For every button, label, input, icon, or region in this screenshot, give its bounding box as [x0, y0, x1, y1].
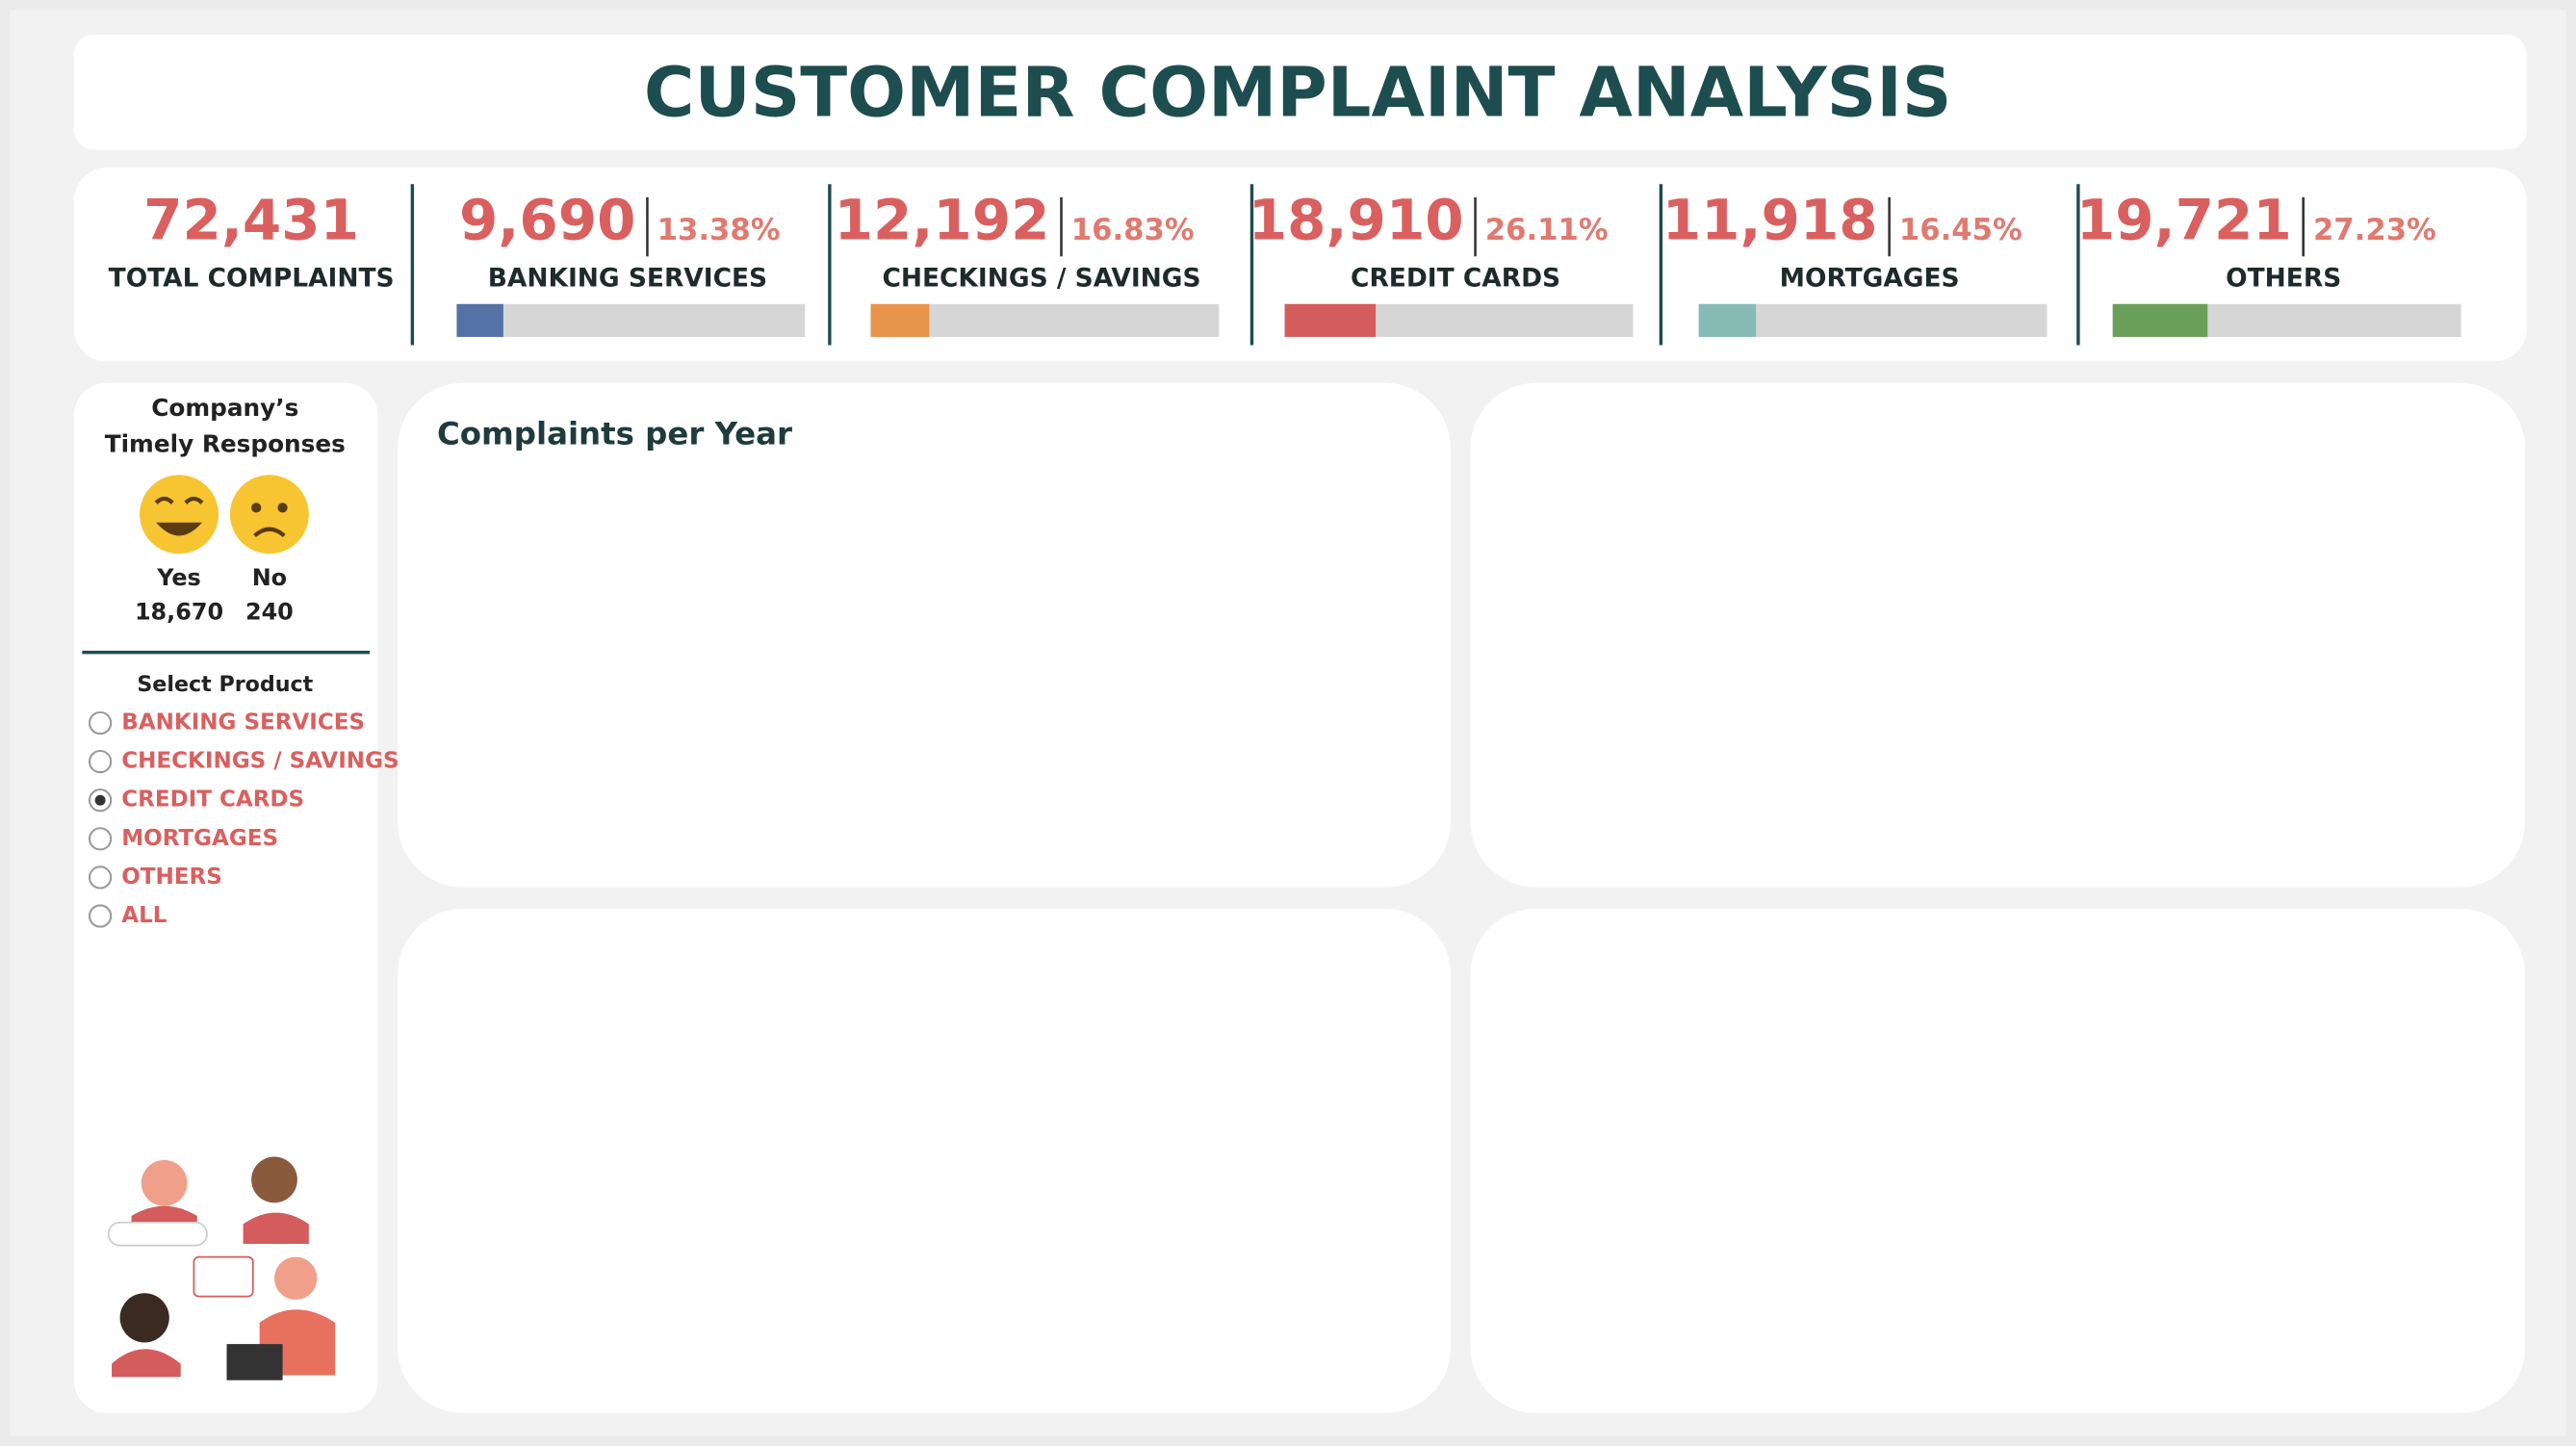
person [119, 1293, 169, 1343]
kpi-share: 13.38% [657, 213, 781, 247]
emoji-eyes [251, 503, 262, 513]
emoji-eyes [154, 496, 204, 504]
kpi-share: 26.11% [1485, 213, 1609, 247]
emoji-yes [140, 475, 219, 555]
chart-title: Complaints per Year [437, 415, 792, 452]
sidebar-panel [73, 382, 378, 1413]
title-panel [73, 34, 2527, 150]
emoji-group [140, 475, 309, 555]
illustration [107, 1156, 336, 1381]
kpi-bar-track [456, 303, 806, 337]
filter-option[interactable]: OTHERS [121, 865, 222, 890]
kpi-value: 9,690 [459, 187, 636, 252]
person [251, 1156, 297, 1203]
kpi-bar [1698, 303, 1757, 337]
dashboard-title: CUSTOMER COMPLAINT ANALYSIS [644, 51, 1952, 132]
kpi-value: 72,431 [143, 187, 359, 252]
person [243, 1212, 309, 1245]
kpi-label: CHECKINGS / SAVINGS [882, 264, 1200, 294]
filter-option[interactable]: ALL [121, 903, 167, 928]
kpi-bar [2112, 303, 2208, 337]
response-count: 18,670 [135, 599, 223, 626]
kpi-value: 11,918 [1662, 187, 1878, 252]
kpi-label: CREDIT CARDS [1351, 264, 1560, 294]
radio-button[interactable] [88, 904, 113, 928]
emoji-mouth [253, 527, 286, 538]
kpi-share: 16.83% [1071, 213, 1195, 247]
kpi-label: TOTAL COMPLAINTS [109, 264, 395, 294]
person [274, 1256, 318, 1301]
radio-button[interactable] [88, 710, 113, 736]
response-count: 240 [245, 599, 294, 626]
panel [398, 382, 1451, 888]
kpi-bar-track [1698, 303, 2048, 337]
radio-button[interactable] [88, 865, 113, 890]
panel [398, 908, 1451, 1413]
kpi-value: 18,910 [1249, 187, 1464, 252]
emoji-mouth [156, 522, 202, 536]
filter-option[interactable]: CHECKINGS / SAVINGS [121, 749, 399, 774]
kpi-value: 19,721 [2076, 187, 2292, 252]
radio-button[interactable] [88, 827, 113, 851]
kpi-label: MORTGAGES [1780, 264, 1960, 294]
kpi-share: 16.45% [1899, 213, 2022, 247]
laptop [226, 1344, 283, 1381]
kpi-value: 12,192 [835, 187, 1050, 252]
filter-option[interactable]: BANKING SERVICES [121, 710, 365, 735]
person [112, 1349, 181, 1378]
response-label: Yes [156, 564, 201, 591]
radio-button[interactable] [88, 749, 113, 774]
filter-title: Select Product [137, 672, 313, 697]
panel [1470, 382, 2526, 888]
kpi-bar [870, 303, 930, 337]
sidebar-title: Timely Responses [105, 430, 346, 458]
filter-option[interactable]: CREDIT CARDS [121, 788, 304, 813]
emoji-no [229, 475, 309, 555]
emoji-eyes [277, 503, 288, 513]
kpi-share: 27.23% [2313, 213, 2436, 247]
person [141, 1159, 188, 1206]
kpi-bar [456, 303, 503, 337]
radio-dot [94, 794, 106, 806]
kpi-bar [1284, 303, 1377, 337]
filter-option[interactable]: MORTGAGES [121, 826, 278, 851]
response-label: No [252, 564, 287, 591]
kpi-label: OTHERS [2226, 264, 2341, 294]
screen [193, 1255, 254, 1298]
rating [107, 1221, 208, 1247]
panel [1470, 908, 2526, 1413]
sidebar-title: Company’s [151, 394, 298, 422]
kpi-label: BANKING SERVICES [488, 264, 767, 294]
